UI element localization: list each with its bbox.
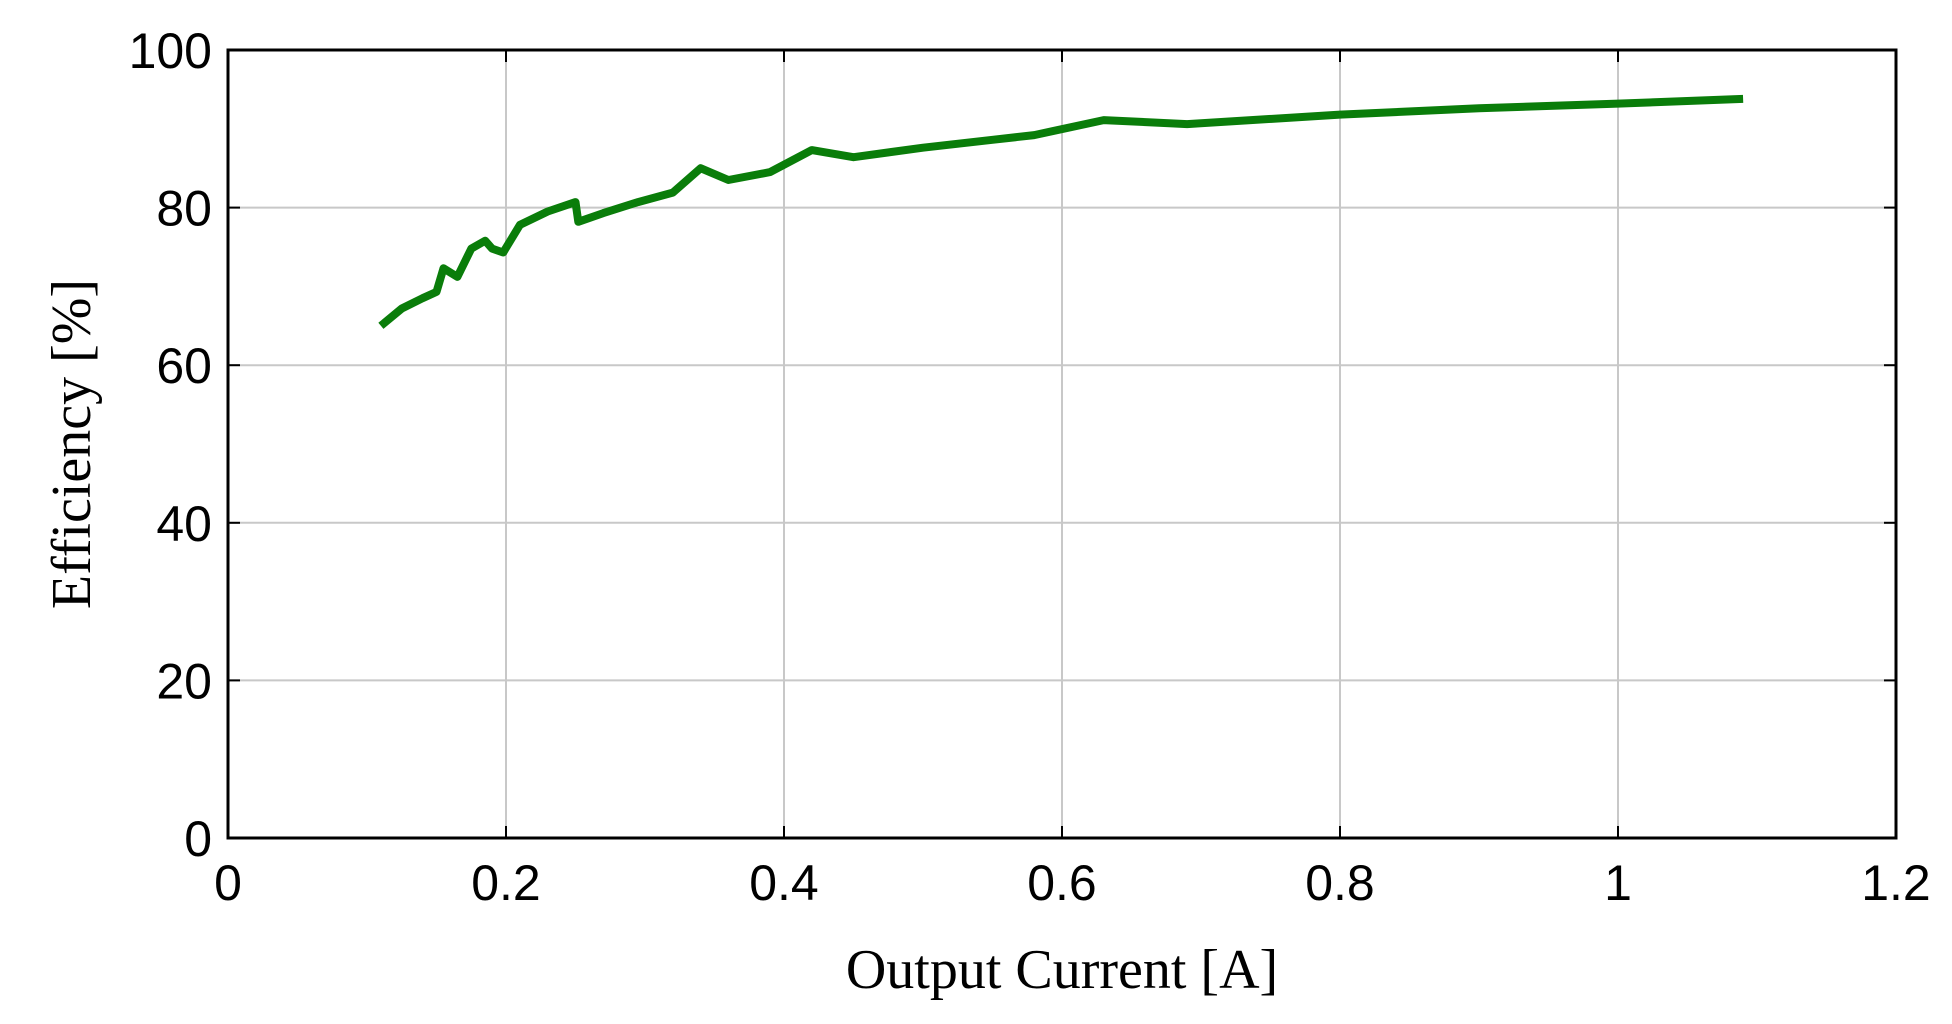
grid-lines — [228, 50, 1896, 838]
efficiency-series-line — [378, 94, 1744, 329]
y-axis-label: Efficiency [%] — [41, 279, 103, 609]
y-tick-label: 0 — [184, 811, 212, 867]
y-tick-labels: 0 20 40 60 80 100 — [129, 23, 212, 867]
x-tick-labels: 0 0.2 0.4 0.6 0.8 1 1.2 — [214, 855, 1931, 911]
x-tick-label: 0.8 — [1305, 855, 1375, 911]
y-tick-label: 60 — [156, 338, 212, 394]
y-tick-label: 20 — [156, 653, 212, 709]
x-tick-label: 1.2 — [1861, 855, 1931, 911]
x-tick-label: 0 — [214, 855, 242, 911]
data-series — [378, 94, 1744, 329]
x-tick-label: 1 — [1604, 855, 1632, 911]
y-tick-label: 100 — [129, 23, 212, 79]
x-tick-label: 0.4 — [749, 855, 819, 911]
y-tick-label: 80 — [156, 181, 212, 237]
x-tick-label: 0.6 — [1027, 855, 1097, 911]
x-axis-label: Output Current [A] — [846, 939, 1278, 1001]
tick-marks — [227, 49, 1897, 839]
x-tick-label: 0.2 — [471, 855, 541, 911]
y-tick-label: 40 — [156, 496, 212, 552]
